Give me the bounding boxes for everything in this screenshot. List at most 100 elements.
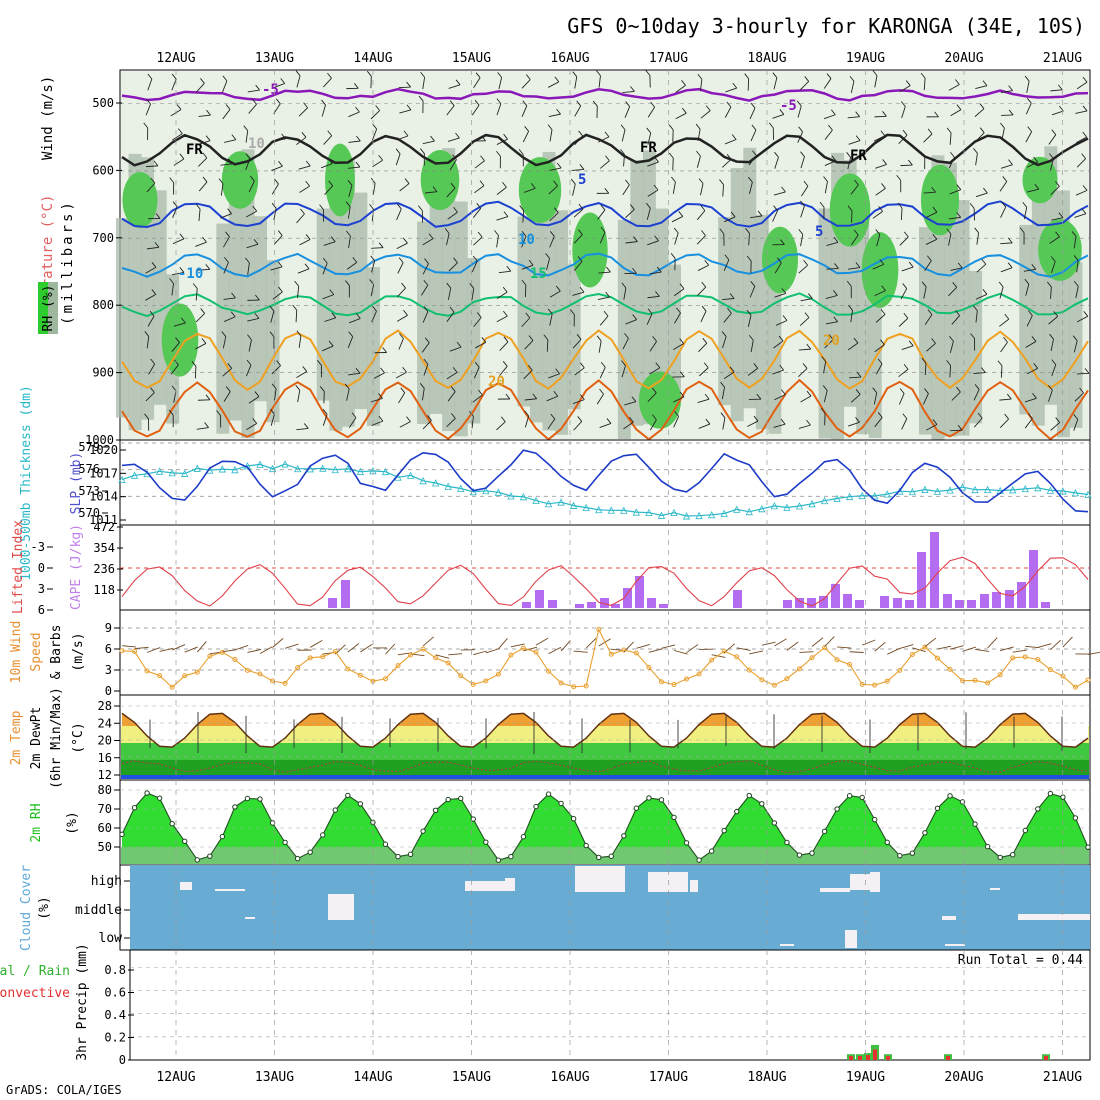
cloud-units: (%)	[37, 896, 52, 919]
wind-barb-flag	[596, 70, 601, 76]
wind-barb-flag	[823, 176, 828, 182]
cloud-block	[245, 917, 255, 919]
wind-barb-flag	[1082, 131, 1088, 138]
wind-barb-flag	[556, 108, 561, 115]
y-tick-label: 0.8	[104, 963, 126, 977]
wind-barb-flag	[955, 79, 960, 85]
wind-barb-flag	[151, 289, 157, 295]
wind-barb-flag	[579, 164, 585, 170]
wind-barb	[422, 263, 429, 275]
wind-barb-flag	[1027, 126, 1033, 132]
wind-barb-flag	[668, 152, 674, 159]
wind-barb	[747, 367, 758, 376]
y-tick-label: 3	[38, 582, 45, 596]
rh-marker	[834, 806, 840, 812]
wind-barb	[975, 310, 978, 323]
rh-marker	[470, 816, 476, 822]
y-tick-label: 1017	[89, 466, 118, 480]
wind-barb-flag	[668, 124, 674, 131]
wind-barb	[800, 395, 812, 403]
wind-barb-flag	[701, 305, 707, 312]
rh-plume	[241, 149, 255, 438]
wind-barb-flag	[317, 360, 322, 366]
wind-barb-flag	[779, 364, 785, 371]
wind-barb	[449, 346, 462, 352]
rh-marker	[708, 848, 715, 854]
thickness-label: 1000-500mb Thickness (dm)	[19, 385, 34, 581]
wind-barb	[1000, 242, 1013, 245]
date-label-bottom: 16AUG	[550, 1070, 589, 1085]
wind-barb-flag	[705, 418, 711, 425]
rh-marker	[520, 834, 527, 840]
wind-barb	[573, 421, 583, 431]
date-label-bottom: 12AUG	[156, 1070, 195, 1085]
wind-barb-flag	[474, 361, 480, 368]
wind-barb-flag	[144, 413, 149, 420]
wind10m-barb	[510, 643, 525, 648]
wind-barb	[1001, 127, 1005, 140]
wind-barb	[422, 420, 432, 430]
rh-marker	[495, 857, 502, 863]
wind-barb	[297, 390, 301, 403]
contour-5c	[121, 200, 1089, 229]
date-label-top: 18AUG	[747, 51, 786, 66]
wind-barb	[698, 423, 711, 429]
wind-barb	[800, 205, 805, 218]
cape-bar	[955, 600, 964, 608]
wind-barb	[723, 371, 735, 380]
wind-barb-flag	[505, 393, 511, 400]
wind-barb	[472, 394, 483, 403]
wind-barb-flag	[956, 386, 961, 393]
slp-label: SLP (mb)	[69, 452, 84, 515]
wind-barb	[222, 80, 228, 93]
wind-barb-flag	[1031, 264, 1037, 270]
wind-barb	[145, 392, 155, 402]
y-tick-label: 800	[92, 298, 114, 312]
cloud-panel: high middle low Cloud Cover (%)	[19, 864, 1091, 951]
wind-barb-flag	[651, 387, 657, 394]
rh-marker	[508, 853, 514, 860]
wind-barb	[546, 339, 549, 352]
wind-barb	[623, 421, 634, 430]
wind-barb	[824, 129, 833, 140]
wind-barb	[901, 345, 914, 350]
cloud-block	[945, 944, 965, 946]
wind10m-barb	[360, 643, 373, 653]
wind-barb	[625, 319, 637, 325]
wind10m-barb	[774, 638, 787, 647]
rh-marker	[558, 800, 564, 807]
rh-plume	[818, 208, 832, 439]
wind-barb-flag	[1073, 414, 1079, 420]
rh-marker	[972, 821, 978, 827]
wind-barb-flag	[404, 178, 410, 184]
wind-barb-flag	[228, 158, 233, 165]
wind-barb	[774, 157, 779, 169]
wind-barb	[774, 394, 786, 401]
wind-barb-flag	[781, 389, 786, 395]
wind-barb	[371, 247, 384, 249]
wind-barb	[973, 372, 986, 375]
cape-bar	[1029, 550, 1038, 608]
wind-barb	[948, 157, 955, 169]
wind-barb-flag	[427, 415, 432, 421]
wind-barb-flag	[678, 211, 684, 217]
lifted-index-line	[121, 556, 1089, 607]
contour-20c	[121, 329, 1089, 392]
wind10m-barb	[874, 641, 886, 652]
wind-barb	[147, 315, 155, 327]
rh-marker	[734, 808, 740, 815]
wind-barb-flag	[833, 236, 839, 243]
wind-barb	[700, 183, 704, 196]
wind-barb-flag	[831, 155, 837, 162]
wind-barb-flag	[406, 104, 412, 111]
cape-bar	[548, 600, 557, 608]
wind-barb	[772, 210, 778, 222]
wind-barb	[975, 192, 988, 198]
wind-barb-flag	[856, 371, 862, 378]
wind-barb	[395, 371, 407, 379]
rh-marker	[533, 803, 539, 810]
wind-barb	[299, 239, 311, 246]
wind-barb-flag	[143, 122, 149, 129]
wind-barb	[346, 388, 350, 401]
